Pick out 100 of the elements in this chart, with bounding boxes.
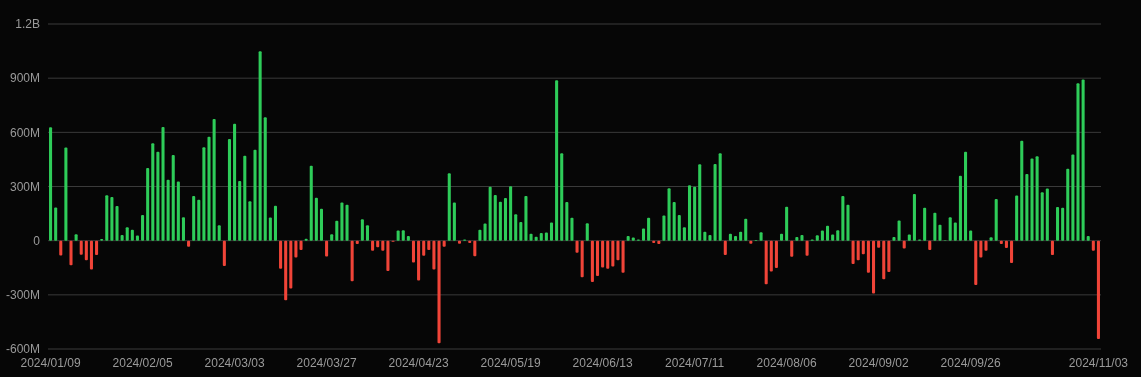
bar	[519, 221, 523, 241]
bar	[417, 240, 421, 281]
bar	[222, 240, 226, 266]
bar	[69, 240, 73, 266]
bar	[713, 163, 717, 241]
x-tick-label: 2024/03/03	[204, 356, 265, 370]
bar	[365, 225, 370, 241]
bar	[514, 214, 518, 241]
y-tick-label: -600M	[5, 342, 40, 357]
bar	[411, 240, 416, 263]
bar	[953, 222, 957, 241]
bar	[125, 227, 129, 241]
bar	[805, 240, 809, 256]
bar	[693, 186, 697, 241]
bar	[1020, 140, 1024, 241]
bar	[141, 215, 145, 241]
bar	[882, 240, 886, 280]
bar	[994, 198, 998, 241]
bar	[197, 199, 201, 241]
bar	[110, 196, 114, 241]
bar	[483, 223, 487, 241]
bar	[560, 153, 564, 241]
bar	[284, 240, 288, 301]
bar	[1066, 168, 1070, 241]
bar	[958, 175, 962, 241]
bar	[687, 185, 692, 241]
bar	[964, 151, 968, 241]
bar	[227, 139, 231, 241]
bar	[258, 51, 262, 241]
bar	[105, 195, 109, 241]
bar	[192, 195, 196, 241]
bar	[314, 197, 318, 241]
bar	[478, 229, 482, 241]
bar	[207, 136, 211, 241]
bar	[861, 240, 865, 255]
bar	[723, 240, 727, 256]
bar	[1061, 207, 1065, 241]
bar	[238, 181, 242, 241]
bar	[815, 235, 819, 241]
bar	[401, 230, 405, 241]
bar	[698, 164, 702, 241]
bar	[1025, 174, 1029, 241]
bar	[54, 207, 58, 241]
bar	[498, 201, 502, 241]
bar	[1010, 240, 1014, 263]
bar	[938, 224, 942, 241]
bar	[595, 240, 600, 277]
bar	[549, 222, 554, 241]
bar	[59, 240, 63, 256]
bar	[1045, 188, 1049, 241]
bar	[524, 195, 528, 241]
bar	[64, 147, 68, 241]
bar	[785, 206, 789, 241]
bar	[289, 240, 293, 289]
bar	[682, 227, 686, 241]
y-tick-label: 600M	[9, 125, 40, 140]
x-tick-label: 2024/05/19	[480, 356, 541, 370]
x-tick-label: 2024/07/11	[665, 356, 725, 370]
x-tick-label: 2024/06/13	[572, 356, 633, 370]
y-tick-label: -300M	[5, 288, 40, 303]
bar	[1056, 207, 1060, 241]
bar	[345, 204, 349, 241]
bar	[769, 240, 773, 272]
bar	[539, 232, 543, 241]
bar	[120, 234, 124, 241]
bar	[790, 240, 794, 257]
bar	[437, 240, 441, 344]
bar	[1081, 79, 1085, 241]
bar	[677, 215, 681, 241]
x-tick-label: 2024/08/06	[756, 356, 817, 370]
bar	[611, 240, 615, 267]
bar	[130, 229, 134, 241]
bar	[1030, 158, 1034, 241]
bar	[800, 234, 804, 241]
bar	[662, 215, 666, 241]
bar	[386, 240, 390, 271]
bar	[841, 195, 845, 241]
bar	[509, 186, 513, 241]
bar	[488, 186, 492, 241]
bar	[166, 179, 170, 241]
bar	[948, 217, 952, 241]
bar	[606, 240, 610, 269]
bar	[447, 173, 451, 241]
bar	[49, 127, 53, 241]
y-tick-label: 300M	[9, 179, 40, 194]
y-tick-label: 900M	[9, 71, 40, 86]
bar	[585, 223, 589, 241]
bar	[176, 181, 180, 241]
bar	[406, 235, 410, 241]
bar	[473, 240, 477, 257]
bar	[156, 151, 160, 241]
bar	[95, 240, 99, 256]
bar	[846, 204, 850, 241]
x-tick-label: 2024/01/09	[20, 356, 81, 370]
bar	[555, 80, 559, 241]
bar	[452, 202, 456, 241]
bar	[1050, 240, 1054, 256]
bar	[319, 208, 324, 241]
bar	[503, 197, 508, 241]
bar	[89, 240, 93, 270]
